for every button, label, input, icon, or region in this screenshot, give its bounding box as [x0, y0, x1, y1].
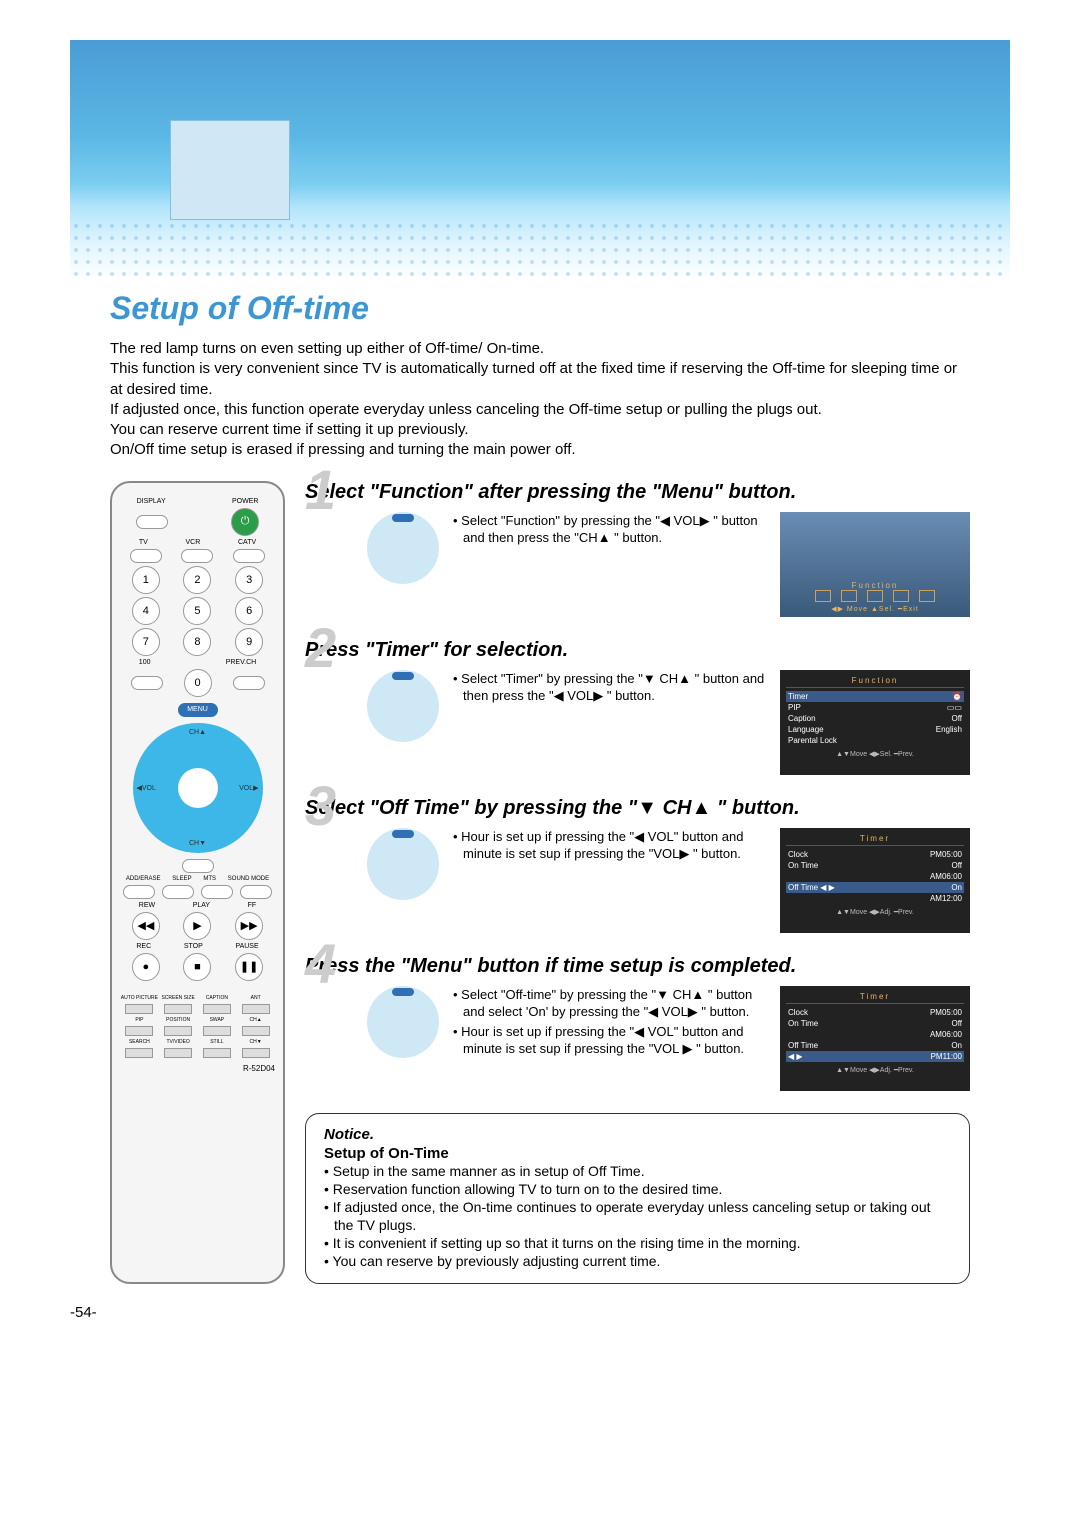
- display-button: [136, 515, 168, 529]
- step-bullets: Select "Off-time" by pressing the "▼ CH▲…: [453, 986, 766, 1060]
- notice-bullets: Setup in the same manner as in setup of …: [324, 1162, 951, 1271]
- step-title: Press "Timer" for selection.: [305, 639, 970, 662]
- remote-model: R-52D04: [120, 1064, 275, 1073]
- step-number: 4: [305, 936, 353, 998]
- step-bullets: Hour is set up if pressing the "◀ VOL" b…: [453, 828, 766, 865]
- step-1: Select "Function" after pressing the "Me…: [305, 481, 970, 617]
- step-title: Select "Function" after pressing the "Me…: [305, 481, 970, 504]
- mini-dpad-icon: [367, 670, 439, 742]
- menu-button: MENU: [178, 703, 218, 717]
- step-bullets: Select "Timer" by pressing the "▼ CH▲ " …: [453, 670, 766, 707]
- ch-down-label: CH▼: [189, 840, 206, 847]
- ch-up-label: CH▲: [189, 729, 206, 736]
- osd-screenshot: Timer ClockPM05:00On TimeOffAM06:00Off T…: [780, 986, 970, 1091]
- osd-screenshot: Timer ClockPM05:00On TimeOffAM06:00Off T…: [780, 828, 970, 933]
- step-2: Press "Timer" for selection. 2 Select "T…: [305, 639, 970, 775]
- mini-dpad-icon: [367, 986, 439, 1058]
- step-3: Select "Off Time" by pressing the "▼ CH▲…: [305, 797, 970, 933]
- dpad: CH▲ CH▼ ◀VOL VOL▶: [133, 723, 263, 853]
- step-number: 2: [305, 620, 353, 682]
- notice-title: Notice.: [324, 1126, 951, 1143]
- tv-illustration: [170, 120, 290, 220]
- osd-screenshot: Function Timer⏰PIP▭▭CaptionOffLanguageEn…: [780, 670, 970, 775]
- power-button: ⏻: [231, 508, 259, 536]
- step-number: 3: [305, 778, 353, 840]
- steps-column: Select "Function" after pressing the "Me…: [305, 481, 970, 1284]
- mini-dpad-icon: [367, 828, 439, 900]
- banner-image: [70, 40, 1010, 280]
- vol-right-label: VOL▶: [239, 784, 258, 792]
- vol-left-label: ◀VOL: [137, 784, 156, 792]
- notice-box: Notice. Setup of On-Time Setup in the sa…: [305, 1113, 970, 1284]
- remote-control-diagram: DISPLAYPOWER ⏻ TVVCRCATV 123 456 789 100…: [110, 481, 285, 1284]
- notice-subtitle: Setup of On-Time: [324, 1145, 951, 1162]
- step-title: Press the "Menu" button if time setup is…: [305, 955, 970, 978]
- intro-text: The red lamp turns on even setting up ei…: [110, 339, 970, 461]
- osd-screenshot: Function ◀▶ Move ▲Sel. ━Exit: [780, 512, 970, 617]
- step-number: 1: [305, 462, 353, 524]
- step-title: Select "Off Time" by pressing the "▼ CH▲…: [305, 797, 970, 820]
- mini-dpad-icon: [367, 512, 439, 584]
- page-number: -54-: [70, 1304, 1010, 1321]
- step-bullets: Select "Function" by pressing the "◀ VOL…: [453, 512, 766, 549]
- page-title: Setup of Off-time: [110, 290, 1010, 327]
- step-4: Press the "Menu" button if time setup is…: [305, 955, 970, 1091]
